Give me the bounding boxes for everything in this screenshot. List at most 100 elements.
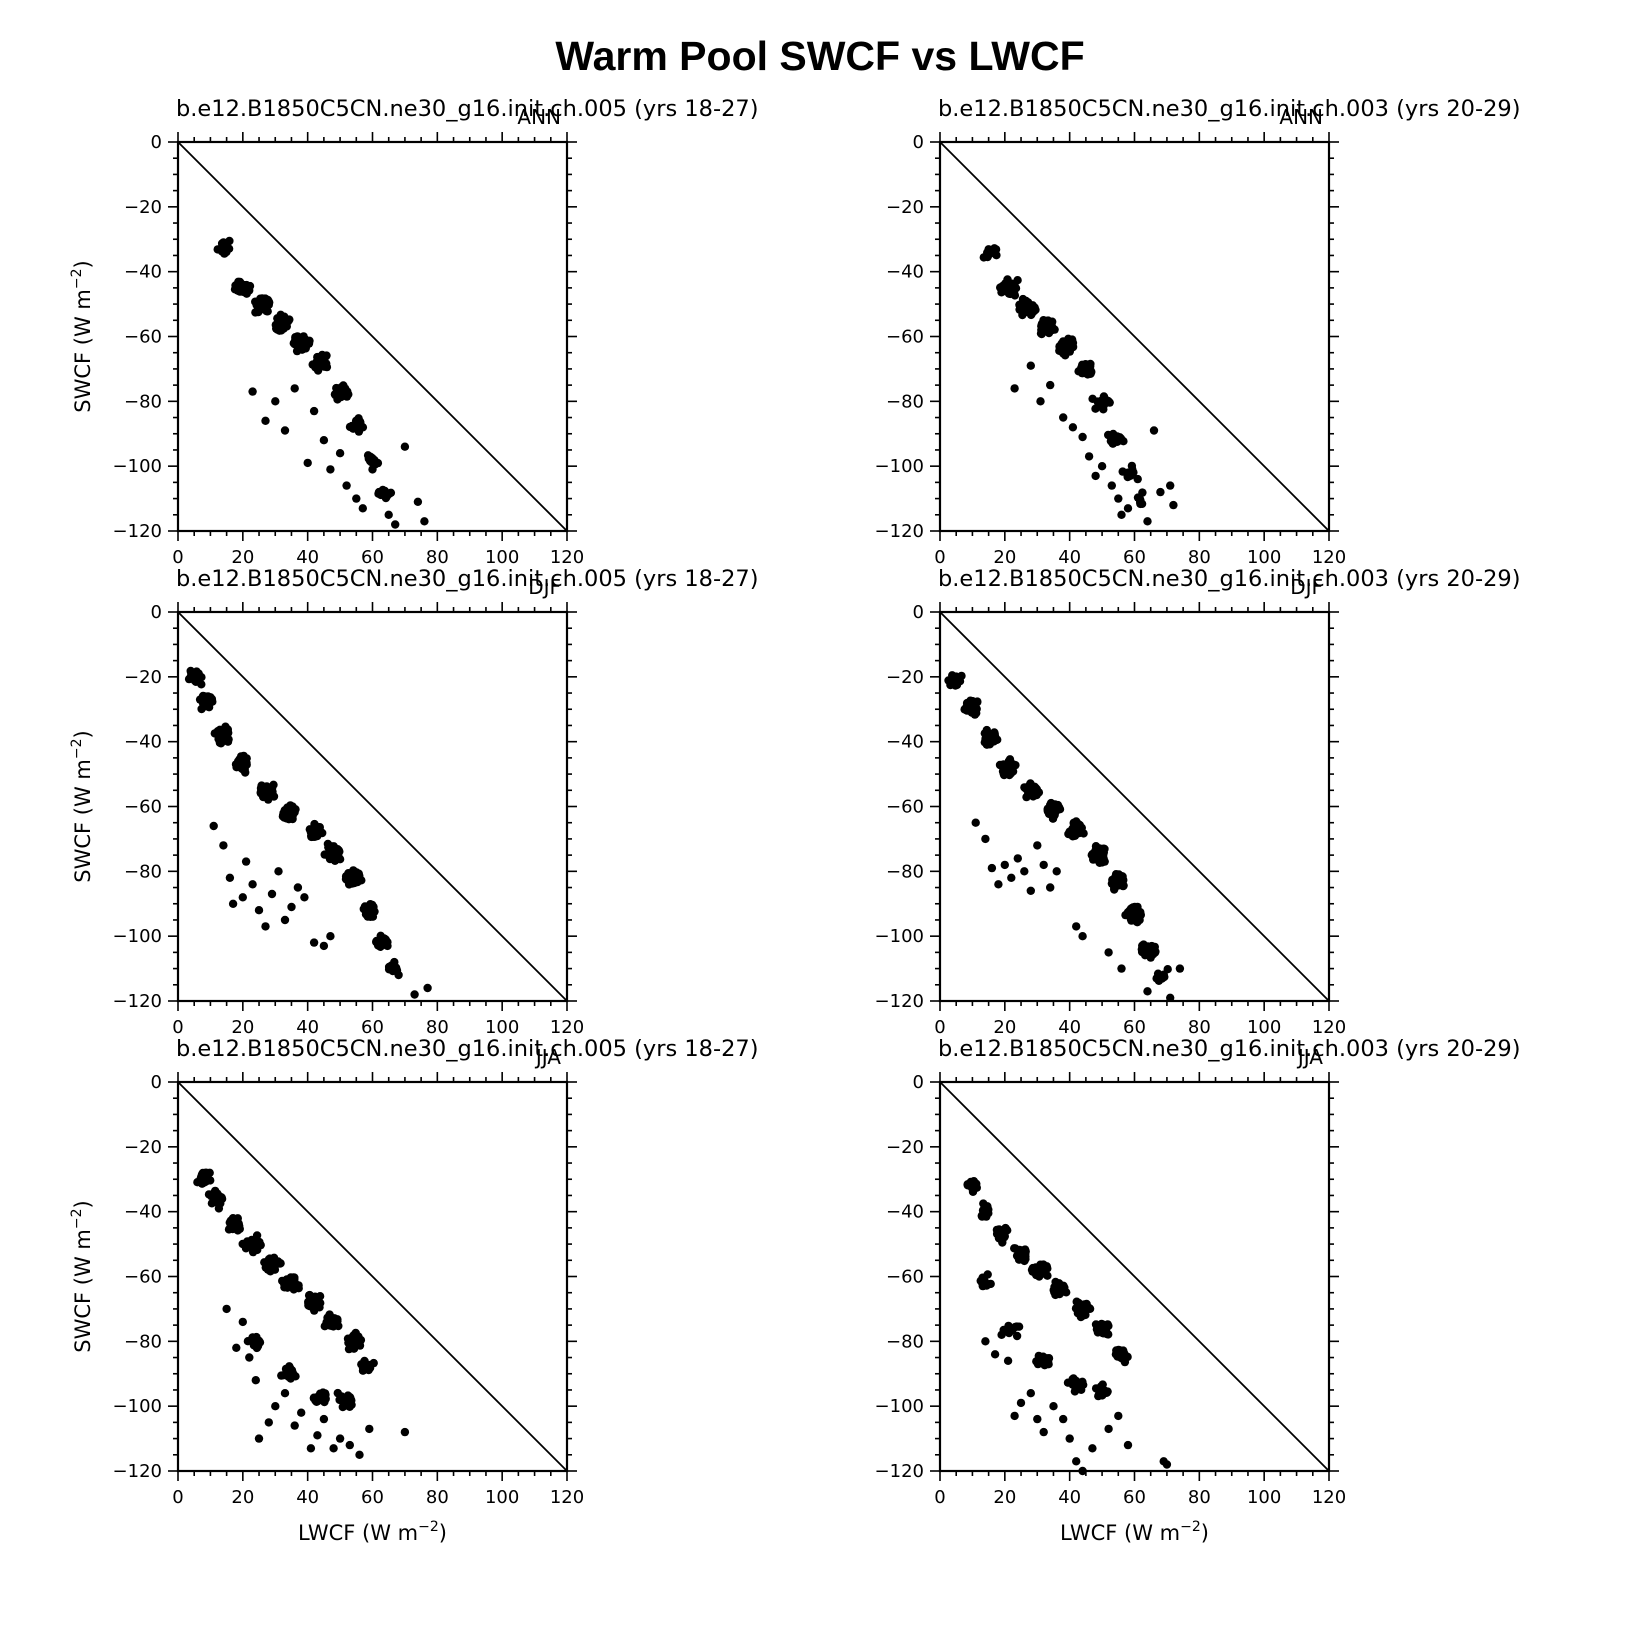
scatter-point — [1003, 1356, 1013, 1366]
scatter-point — [374, 940, 384, 950]
scatter-point — [368, 900, 377, 910]
x-tick-label: 100 — [485, 1017, 519, 1038]
scatter-point — [1162, 1460, 1172, 1469]
y-tick-label: −100 — [113, 1396, 162, 1417]
scatter-point — [245, 1353, 254, 1362]
scatter-point — [1078, 1311, 1088, 1320]
scatter-point — [1149, 426, 1159, 435]
scatter-point — [220, 249, 229, 258]
x-tick-label: 80 — [1188, 547, 1211, 568]
scatter-point — [983, 1270, 992, 1279]
x-tick-label: 80 — [426, 1017, 449, 1038]
scatter-point — [1007, 873, 1016, 882]
x-tick-label: 120 — [550, 1017, 584, 1038]
scatter-point — [225, 873, 235, 882]
scatter-points — [963, 1177, 1172, 1476]
y-tick-label: −20 — [886, 667, 924, 688]
x-tick-label: 60 — [361, 1017, 384, 1038]
x-tick-label: 60 — [361, 547, 384, 568]
scatter-point — [237, 281, 247, 290]
scatter-point — [331, 845, 341, 854]
y-tick-label: −100 — [875, 1396, 924, 1417]
scatter-point — [306, 1444, 316, 1453]
y-tick-label: −60 — [124, 327, 162, 348]
scatter-point — [1028, 1267, 1037, 1276]
scatter-panel: b.e12.B1850C5CN.ne30_g16.init.ch.005 (yr… — [69, 1036, 759, 1545]
y-tick-label: 0 — [913, 1072, 924, 1093]
x-tick-label: 60 — [1123, 547, 1146, 568]
scatter-point — [1114, 870, 1124, 879]
scatter-point — [1112, 1346, 1121, 1355]
scatter-point — [313, 1431, 322, 1440]
scatter-point — [374, 487, 384, 497]
y-tick-label: 0 — [913, 602, 924, 623]
scatter-point — [262, 788, 271, 797]
y-tick-label: −40 — [886, 1202, 924, 1223]
scatter-point — [332, 385, 342, 394]
season-label: DJF — [1290, 575, 1323, 599]
scatter-point — [1039, 860, 1048, 870]
x-tick-label: 20 — [993, 1487, 1016, 1508]
season-label: ANN — [1279, 105, 1323, 129]
y-tick-label: −40 — [886, 732, 924, 753]
panel-title: b.e12.B1850C5CN.ne30_g16.init.ch.005 (yr… — [176, 566, 759, 592]
scatter-point — [981, 1337, 990, 1346]
y-tick-label: −60 — [886, 327, 924, 348]
season-label: JJA — [534, 1045, 561, 1069]
scatter-point — [1026, 1389, 1036, 1398]
scatter-point — [238, 1317, 247, 1327]
scatter-point — [990, 1350, 1000, 1359]
figure-title: Warm Pool SWCF vs LWCF — [555, 33, 1084, 79]
scatter-point — [1166, 481, 1175, 490]
scatter-point — [319, 1414, 329, 1424]
scatter-point — [1093, 1325, 1102, 1334]
scatter-point — [335, 449, 345, 458]
scatter-point — [1004, 279, 1013, 288]
x-tick-label: 120 — [550, 547, 584, 568]
scatter-point — [280, 426, 290, 435]
scatter-point — [342, 481, 351, 490]
scatter-point — [420, 517, 429, 526]
scatter-point — [1119, 1352, 1128, 1361]
scatter-point — [1169, 500, 1178, 510]
scatter-point — [1046, 380, 1055, 390]
scatter-point — [987, 863, 997, 873]
y-tick-label: −20 — [886, 197, 924, 218]
y-axis-label: SWCF (W m−2) — [69, 260, 95, 412]
x-tick-label: 20 — [231, 547, 254, 568]
scatter-point — [1092, 851, 1101, 860]
scatter-point — [211, 1191, 220, 1201]
scatter-point — [251, 1235, 261, 1244]
scatter-point — [1123, 468, 1133, 477]
scatter-point — [315, 1389, 325, 1398]
x-tick-label: 0 — [172, 1487, 183, 1508]
scatter-point — [423, 983, 432, 993]
scatter-point — [222, 1304, 231, 1314]
scatter-point — [251, 1376, 260, 1385]
scatter-point — [228, 899, 238, 908]
x-tick-label: 0 — [172, 547, 183, 568]
scatter-point — [248, 880, 257, 889]
scatter-point — [1133, 474, 1142, 484]
scatter-point — [1072, 922, 1081, 931]
scatter-point — [254, 297, 263, 307]
scatter-point — [1059, 413, 1068, 422]
scatter-panel: b.e12.B1850C5CN.ne30_g16.init.ch.003 (yr… — [875, 566, 1521, 1038]
scatter-point — [218, 731, 227, 740]
scatter-point — [1063, 339, 1073, 349]
scatter-point — [235, 1221, 244, 1231]
y-tick-label: −120 — [875, 991, 924, 1012]
reference-line — [177, 141, 568, 532]
x-tick-label: 20 — [993, 1017, 1016, 1038]
scatter-point — [1036, 1260, 1045, 1269]
scatter-point — [232, 763, 241, 772]
scatter-point — [1046, 802, 1055, 811]
scatter-point — [1117, 510, 1126, 519]
y-tick-label: 0 — [151, 602, 162, 623]
y-tick-label: −20 — [124, 1137, 162, 1158]
scatter-point — [1071, 825, 1080, 834]
y-tick-label: −40 — [124, 262, 162, 283]
scatter-point — [248, 387, 257, 396]
scatter-point — [1138, 488, 1147, 497]
scatter-point — [1104, 948, 1113, 957]
